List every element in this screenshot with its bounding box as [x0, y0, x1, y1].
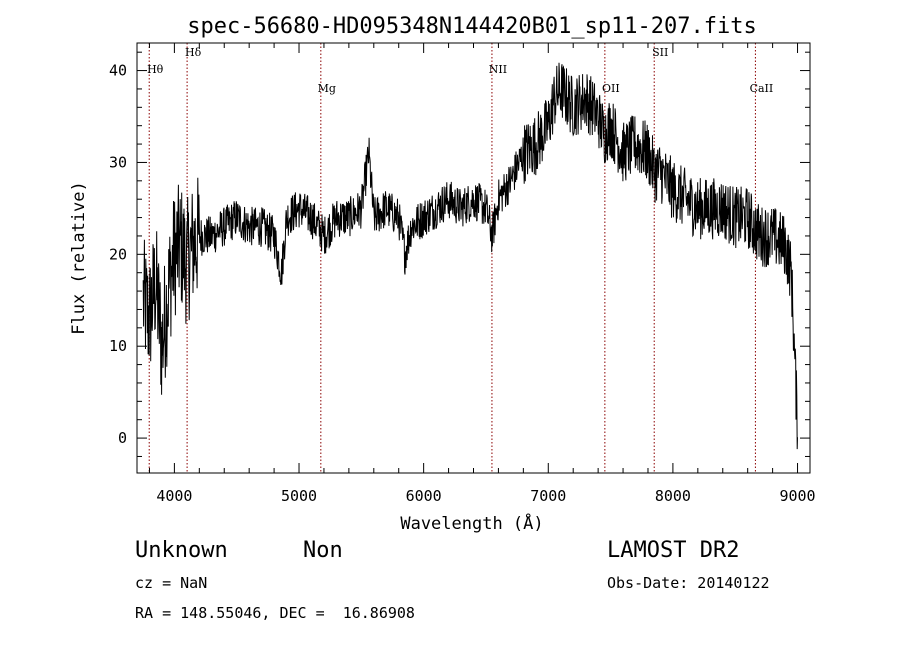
spectrum-series	[142, 62, 798, 450]
spectral-line-markers: Hθ Hδ Mg NII OII SII CaII	[147, 43, 773, 473]
survey-name: LAMOST DR2	[607, 538, 740, 563]
object-class: Unknown	[135, 538, 228, 563]
x-tick-label: 8000	[655, 487, 691, 505]
y-tick-label: 20	[109, 245, 127, 263]
x-axis-label: Wavelength (Å)	[400, 512, 543, 534]
y-axis-ticks: 0 10 20 30 40	[109, 51, 810, 457]
y-tick-label: 40	[109, 62, 127, 80]
y-tick-label: 10	[109, 337, 127, 355]
line-label-oii: OII	[602, 82, 620, 95]
y-tick-label: 30	[109, 153, 127, 171]
chart-title: spec-56680-HD095348N144420B01_sp11-207.f…	[187, 14, 757, 39]
redshift-cz: cz = NaN	[135, 574, 208, 592]
line-label-mg: Mg	[318, 82, 336, 95]
sky-coordinates: RA = 148.55046, DEC = 16.86908	[135, 604, 415, 622]
spectrum-line-0	[142, 62, 798, 450]
x-tick-label: 7000	[530, 487, 566, 505]
x-tick-label: 4000	[156, 487, 192, 505]
x-tick-label: 5000	[281, 487, 317, 505]
x-tick-label: 9000	[779, 487, 815, 505]
line-label-nii: NII	[489, 63, 507, 76]
line-label-hδ: Hδ	[185, 46, 202, 59]
x-tick-label: 6000	[406, 487, 442, 505]
line-label-hθ: Hθ	[147, 63, 164, 76]
line-label-caii: CaII	[750, 82, 774, 95]
line-label-sii: SII	[652, 46, 668, 59]
y-axis-label: Flux (relative)	[69, 181, 89, 335]
object-subclass: Non	[303, 538, 343, 563]
plot-frame	[136, 42, 811, 474]
y-tick-label: 0	[118, 429, 127, 447]
observation-date: Obs-Date: 20140122	[607, 574, 770, 592]
x-axis-ticks: 4000 5000 6000 7000 8000 9000	[148, 43, 816, 505]
